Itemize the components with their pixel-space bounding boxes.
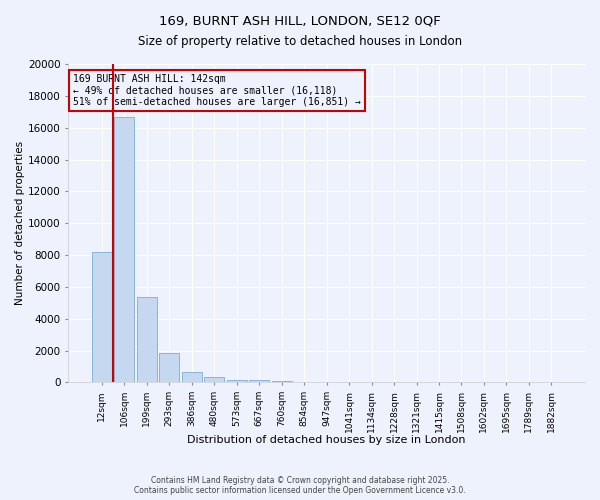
Bar bbox=[227, 380, 247, 382]
Bar bbox=[114, 116, 134, 382]
Text: Size of property relative to detached houses in London: Size of property relative to detached ho… bbox=[138, 35, 462, 48]
Y-axis label: Number of detached properties: Number of detached properties bbox=[15, 141, 25, 306]
Bar bbox=[249, 380, 269, 382]
Text: Contains HM Land Registry data © Crown copyright and database right 2025.
Contai: Contains HM Land Registry data © Crown c… bbox=[134, 476, 466, 495]
Bar bbox=[182, 372, 202, 382]
Bar bbox=[137, 298, 157, 382]
Bar bbox=[272, 381, 292, 382]
Bar bbox=[204, 377, 224, 382]
Bar bbox=[159, 353, 179, 382]
Bar bbox=[92, 252, 112, 382]
Text: 169 BURNT ASH HILL: 142sqm
← 49% of detached houses are smaller (16,118)
51% of : 169 BURNT ASH HILL: 142sqm ← 49% of deta… bbox=[73, 74, 361, 107]
X-axis label: Distribution of detached houses by size in London: Distribution of detached houses by size … bbox=[187, 435, 466, 445]
Text: 169, BURNT ASH HILL, LONDON, SE12 0QF: 169, BURNT ASH HILL, LONDON, SE12 0QF bbox=[159, 15, 441, 28]
